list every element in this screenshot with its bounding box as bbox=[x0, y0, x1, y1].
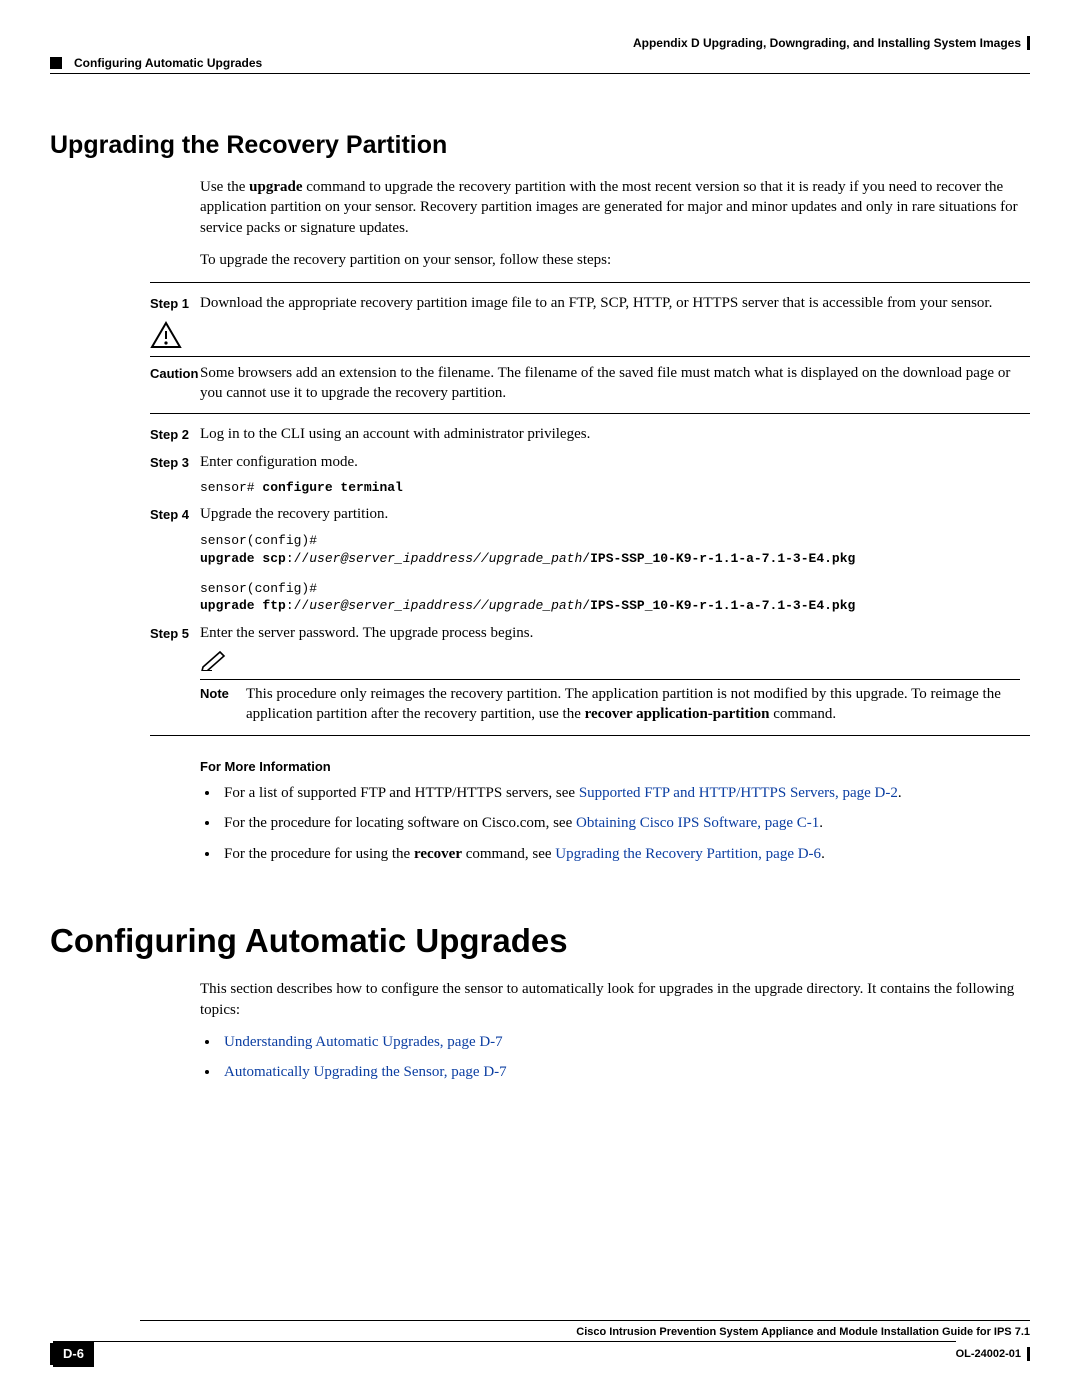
step-1-body: Download the appropriate recovery partit… bbox=[200, 293, 1020, 313]
fmi-link-1[interactable]: Supported FTP and HTTP/HTTPS Servers, pa… bbox=[579, 785, 898, 801]
s4c1-file: IPS-SSP_10-K9-r-1.1-a-7.1-3-E4.pkg bbox=[590, 551, 855, 566]
fmi-link-2[interactable]: Obtaining Cisco IPS Software, page C-1 bbox=[576, 815, 819, 831]
header-section-row: Configuring Automatic Upgrades bbox=[50, 55, 1030, 71]
fmi3c: . bbox=[821, 846, 825, 862]
s4c1-prompt: sensor(config)# bbox=[200, 533, 325, 548]
step-3-text: Enter configuration mode. bbox=[200, 452, 1020, 472]
fmi3b: command, see bbox=[462, 846, 555, 862]
step-3-body: Enter configuration mode. sensor# config… bbox=[200, 452, 1020, 496]
intro-p1b: command to upgrade the recovery partitio… bbox=[200, 179, 1018, 236]
note-row: Note This procedure only reimages the re… bbox=[200, 679, 1020, 725]
note-b: command. bbox=[769, 706, 836, 722]
s4c2-cmd: upgrade ftp bbox=[200, 598, 286, 613]
note-pencil-icon bbox=[200, 659, 228, 675]
step-5-label: Step 5 bbox=[150, 623, 200, 725]
auto-link-2[interactable]: Automatically Upgrading the Sensor, page… bbox=[224, 1064, 507, 1080]
header-square-icon bbox=[50, 57, 62, 69]
header-rule bbox=[50, 73, 1030, 74]
step-3-code-cmd: configure terminal bbox=[262, 480, 402, 495]
note-label: Note bbox=[200, 686, 229, 701]
step-3-code: sensor# configure terminal bbox=[200, 479, 1020, 497]
intro-paragraph-1: Use the upgrade command to upgrade the r… bbox=[200, 177, 1020, 238]
step-1: Step 1 Download the appropriate recovery… bbox=[50, 293, 1030, 313]
step-4-code-1: sensor(config)# upgrade scp://user@serve… bbox=[200, 532, 1020, 567]
note-text: This procedure only reimages the recover… bbox=[246, 684, 1020, 725]
fmi1a: For a list of supported FTP and HTTP/HTT… bbox=[224, 785, 579, 801]
auto-intro: This section describes how to configure … bbox=[200, 979, 1020, 1020]
intro-p1a: Use the bbox=[200, 179, 249, 195]
footer-doc-number: OL-24002-01 bbox=[956, 1347, 1021, 1362]
fmi-item-1: For a list of supported FTP and HTTP/HTT… bbox=[220, 783, 1020, 803]
intro-paragraph-2: To upgrade the recovery partition on you… bbox=[200, 250, 1020, 270]
fmi-link-3[interactable]: Upgrading the Recovery Partition, page D… bbox=[555, 846, 821, 862]
intro-block: Use the upgrade command to upgrade the r… bbox=[200, 177, 1020, 270]
caution-icon-row bbox=[50, 321, 1030, 355]
caution-row: Caution Some browsers add an extension t… bbox=[50, 363, 1030, 404]
s4c1-sep: :// bbox=[286, 551, 309, 566]
s4c2-file: IPS-SSP_10-K9-r-1.1-a-7.1-3-E4.pkg bbox=[590, 598, 855, 613]
step-3-label: Step 3 bbox=[150, 452, 200, 496]
step-5-body: Enter the server password. The upgrade p… bbox=[200, 623, 1020, 725]
fmi2b: . bbox=[819, 815, 823, 831]
fmi-item-3: For the procedure for using the recover … bbox=[220, 844, 1020, 864]
fmi3a: For the procedure for using the bbox=[224, 846, 414, 862]
footer: Cisco Intrusion Prevention System Applia… bbox=[50, 1320, 1030, 1367]
s4c1-slash: / bbox=[582, 551, 590, 566]
fmi-item-2: For the procedure for locating software … bbox=[220, 813, 1020, 833]
footer-title-row: Cisco Intrusion Prevention System Applia… bbox=[50, 1321, 1030, 1340]
s4c1-cmd: upgrade scp bbox=[200, 551, 286, 566]
heading-upgrading-recovery-partition: Upgrading the Recovery Partition bbox=[50, 129, 1030, 163]
footer-right-bar bbox=[1027, 1347, 1030, 1361]
step-5-text: Enter the server password. The upgrade p… bbox=[200, 623, 1020, 643]
step-4-body: Upgrade the recovery partition. sensor(c… bbox=[200, 504, 1020, 614]
header-section: Configuring Automatic Upgrades bbox=[74, 55, 262, 71]
caution-triangle-icon bbox=[150, 337, 182, 353]
fmi1b: . bbox=[898, 785, 902, 801]
step-4-text: Upgrade the recovery partition. bbox=[200, 504, 1020, 524]
caution-text: Some browsers add an extension to the fi… bbox=[200, 363, 1020, 404]
caution-rule-top bbox=[150, 356, 1030, 357]
header-appendix-row: Appendix D Upgrading, Downgrading, and I… bbox=[50, 35, 1030, 51]
s4c2-sep: :// bbox=[286, 598, 309, 613]
s4c2-prompt: sensor(config)# bbox=[200, 581, 325, 596]
step-rule-bottom bbox=[150, 735, 1030, 736]
s4c1-var: user@server_ipaddress//upgrade_path bbox=[309, 551, 582, 566]
step-4: Step 4 Upgrade the recovery partition. s… bbox=[50, 504, 1030, 614]
step-4-code-2: sensor(config)# upgrade ftp://user@serve… bbox=[200, 580, 1020, 615]
step-4-label: Step 4 bbox=[150, 504, 200, 614]
auto-links-list: Understanding Automatic Upgrades, page D… bbox=[220, 1032, 1020, 1083]
footer-guide-title: Cisco Intrusion Prevention System Applia… bbox=[576, 1321, 1030, 1340]
note-icon-row bbox=[200, 649, 1020, 677]
caution-rule-bottom bbox=[150, 413, 1030, 414]
auto-link-item-2: Automatically Upgrading the Sensor, page… bbox=[220, 1062, 1020, 1082]
caution-label: Caution bbox=[150, 366, 198, 381]
step-3-code-prompt: sensor# bbox=[200, 480, 262, 495]
fmi-list: For a list of supported FTP and HTTP/HTT… bbox=[220, 783, 1020, 864]
note-cmd: recover application-partition bbox=[585, 706, 770, 722]
step-5: Step 5 Enter the server password. The up… bbox=[50, 623, 1030, 725]
auto-link-1[interactable]: Understanding Automatic Upgrades, page D… bbox=[224, 1034, 503, 1050]
step-rule-top bbox=[150, 282, 1030, 283]
auto-intro-block: This section describes how to configure … bbox=[200, 979, 1020, 1020]
s4c2-var: user@server_ipaddress//upgrade_path bbox=[309, 598, 582, 613]
auto-link-item-1: Understanding Automatic Upgrades, page D… bbox=[220, 1032, 1020, 1052]
step-3: Step 3 Enter configuration mode. sensor#… bbox=[50, 452, 1030, 496]
heading-configuring-automatic-upgrades: Configuring Automatic Upgrades bbox=[50, 919, 1030, 964]
caution-icon-cell bbox=[150, 321, 200, 355]
header-right-bar bbox=[1027, 36, 1030, 50]
fmi2a: For the procedure for locating software … bbox=[224, 815, 576, 831]
step-2-label: Step 2 bbox=[150, 424, 200, 444]
footer-page-number: D-6 bbox=[53, 1341, 94, 1367]
fmi3cmd: recover bbox=[414, 846, 462, 862]
step-1-label: Step 1 bbox=[150, 293, 200, 313]
s4c2-slash: / bbox=[582, 598, 590, 613]
intro-p1-cmd: upgrade bbox=[249, 179, 302, 195]
fmi-heading: For More Information bbox=[200, 758, 1030, 776]
header-appendix: Appendix D Upgrading, Downgrading, and I… bbox=[633, 35, 1021, 51]
step-2: Step 2 Log in to the CLI using an accoun… bbox=[50, 424, 1030, 444]
footer-bottom-row: D-6 OL-24002-01 bbox=[50, 1341, 1030, 1367]
step-2-body: Log in to the CLI using an account with … bbox=[200, 424, 1020, 444]
